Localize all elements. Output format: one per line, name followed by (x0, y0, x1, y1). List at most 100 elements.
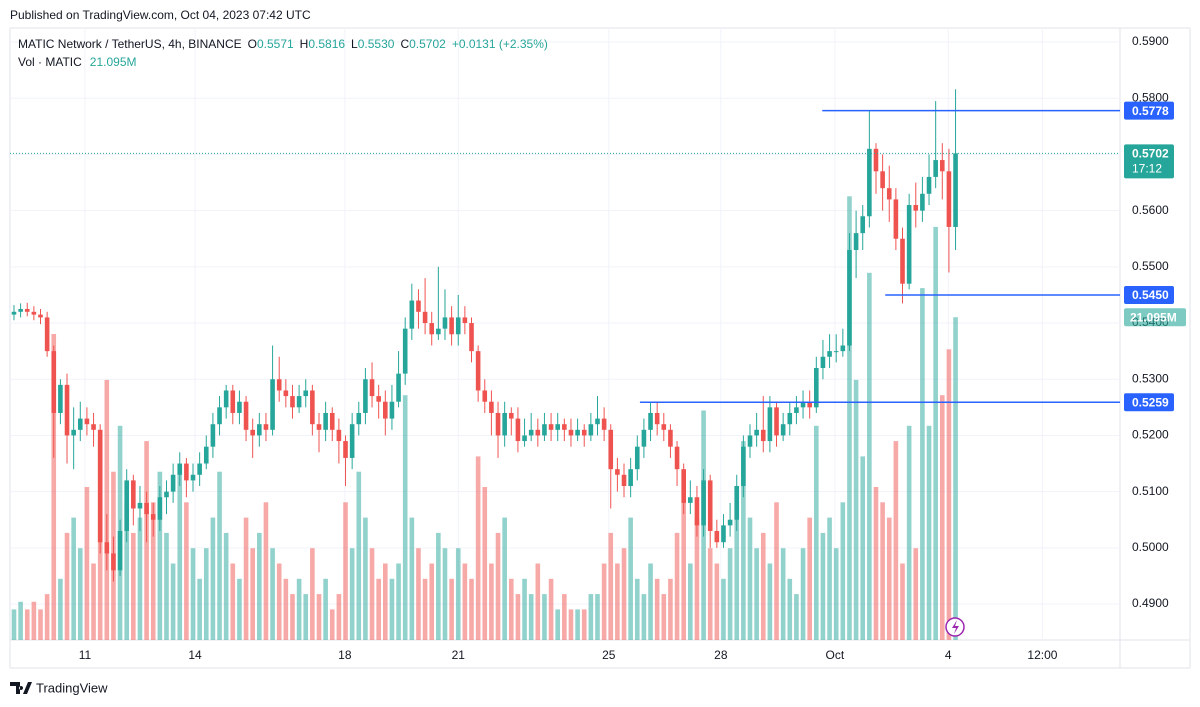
candle-body (794, 407, 799, 413)
volume-bar (933, 226, 938, 640)
level-label-box (1124, 393, 1174, 412)
candle-body (926, 176, 932, 194)
volume-bar (873, 487, 879, 640)
volume-bar (953, 317, 958, 640)
volume-bar (926, 425, 932, 640)
volume-bar (24, 609, 30, 640)
candle-body (356, 412, 362, 425)
y-tick-label: 0.4900 (1132, 596, 1169, 610)
candle-body (548, 424, 554, 430)
candle-body (369, 379, 375, 397)
candle-body (668, 429, 673, 447)
volume-bar (814, 425, 819, 640)
ohlc-value: 0.5816 (308, 37, 345, 51)
x-tick-label: Oct (826, 648, 845, 662)
candle-body (522, 435, 527, 442)
brand-logo (10, 682, 32, 694)
candle-body (654, 412, 660, 425)
volume-bar (528, 594, 534, 640)
candle-body (508, 412, 514, 419)
level-label: 0.5450 (1132, 288, 1169, 302)
volume-bar (495, 532, 501, 640)
candle-body (190, 474, 196, 481)
volume-bar (548, 578, 554, 640)
volume-bar (555, 609, 561, 640)
volume-bar (124, 502, 130, 640)
volume-bar (688, 563, 693, 640)
candle-body (920, 193, 925, 211)
candle-body (641, 429, 647, 447)
candle-body (283, 390, 289, 397)
candle-body (77, 418, 83, 430)
symbol: MATIC Network / TetherUS, 4h, BINANCE (18, 37, 242, 51)
candle-body (615, 469, 620, 475)
last-price-label: 0.5702 (1132, 146, 1169, 160)
candle-body (137, 502, 143, 509)
volume-bar (780, 548, 786, 640)
volume-bar (807, 517, 812, 640)
candle-body (303, 390, 309, 397)
candle-body (515, 418, 521, 442)
volume-bar (416, 548, 421, 640)
volume-bar (827, 517, 832, 640)
volume-bar (661, 594, 667, 640)
volume-bar (880, 502, 885, 640)
candle-body (608, 429, 614, 470)
candle-body (343, 441, 348, 458)
candle-body (847, 249, 852, 346)
volume-bar (920, 288, 925, 640)
volume-bar (217, 471, 222, 640)
volume-bar (475, 456, 481, 640)
volume-bar (641, 594, 647, 640)
volume-bar (290, 594, 295, 640)
volume-bar (237, 578, 242, 640)
candle-body (217, 407, 222, 425)
ohlc-value: 0.5571 (257, 37, 294, 51)
candle-body (210, 424, 216, 447)
volume-bar (741, 441, 746, 640)
published: Published on TradingView.com, Oct 04, 20… (10, 8, 311, 22)
candle-body (237, 401, 242, 413)
candle-body (946, 171, 952, 227)
candle-body (893, 199, 899, 239)
volume-bar (601, 563, 607, 640)
volume-bar (588, 594, 594, 640)
candle-body (276, 379, 282, 391)
candle-body (774, 407, 779, 436)
candle-body (462, 317, 468, 324)
volume-bar (170, 563, 176, 640)
volume-legend: Vol · MATIC 21.095M (18, 55, 137, 69)
candle-body (933, 160, 938, 177)
volume-bar (316, 594, 322, 640)
volume-bar (250, 548, 255, 640)
volume-bar (131, 532, 136, 640)
candle-body (555, 424, 561, 430)
candle-body (422, 311, 428, 324)
candle-body (131, 480, 136, 509)
volume-bar (833, 548, 839, 640)
volume-bar (31, 601, 37, 640)
candle-body (621, 474, 627, 487)
volume-bar (257, 532, 262, 640)
candle-body (495, 412, 501, 436)
candle-body (807, 401, 812, 408)
volume-bar (489, 563, 494, 640)
candle-body (707, 480, 713, 531)
volume-bar (860, 456, 866, 640)
candle-body (880, 171, 885, 189)
level-label-box (1124, 101, 1174, 120)
candle-body (396, 373, 401, 402)
candle-body (581, 429, 587, 436)
candle-body (475, 351, 481, 391)
volume-value: 21.095M (90, 55, 137, 69)
level-label: 0.5778 (1132, 104, 1169, 118)
candle-body (648, 412, 653, 430)
candle-body (820, 356, 826, 368)
volume-bar (157, 471, 163, 640)
volume-bar (44, 594, 50, 640)
candle-body (203, 446, 209, 464)
candle-body (91, 424, 96, 430)
volume-bar (150, 502, 156, 640)
candle-body (734, 486, 740, 520)
